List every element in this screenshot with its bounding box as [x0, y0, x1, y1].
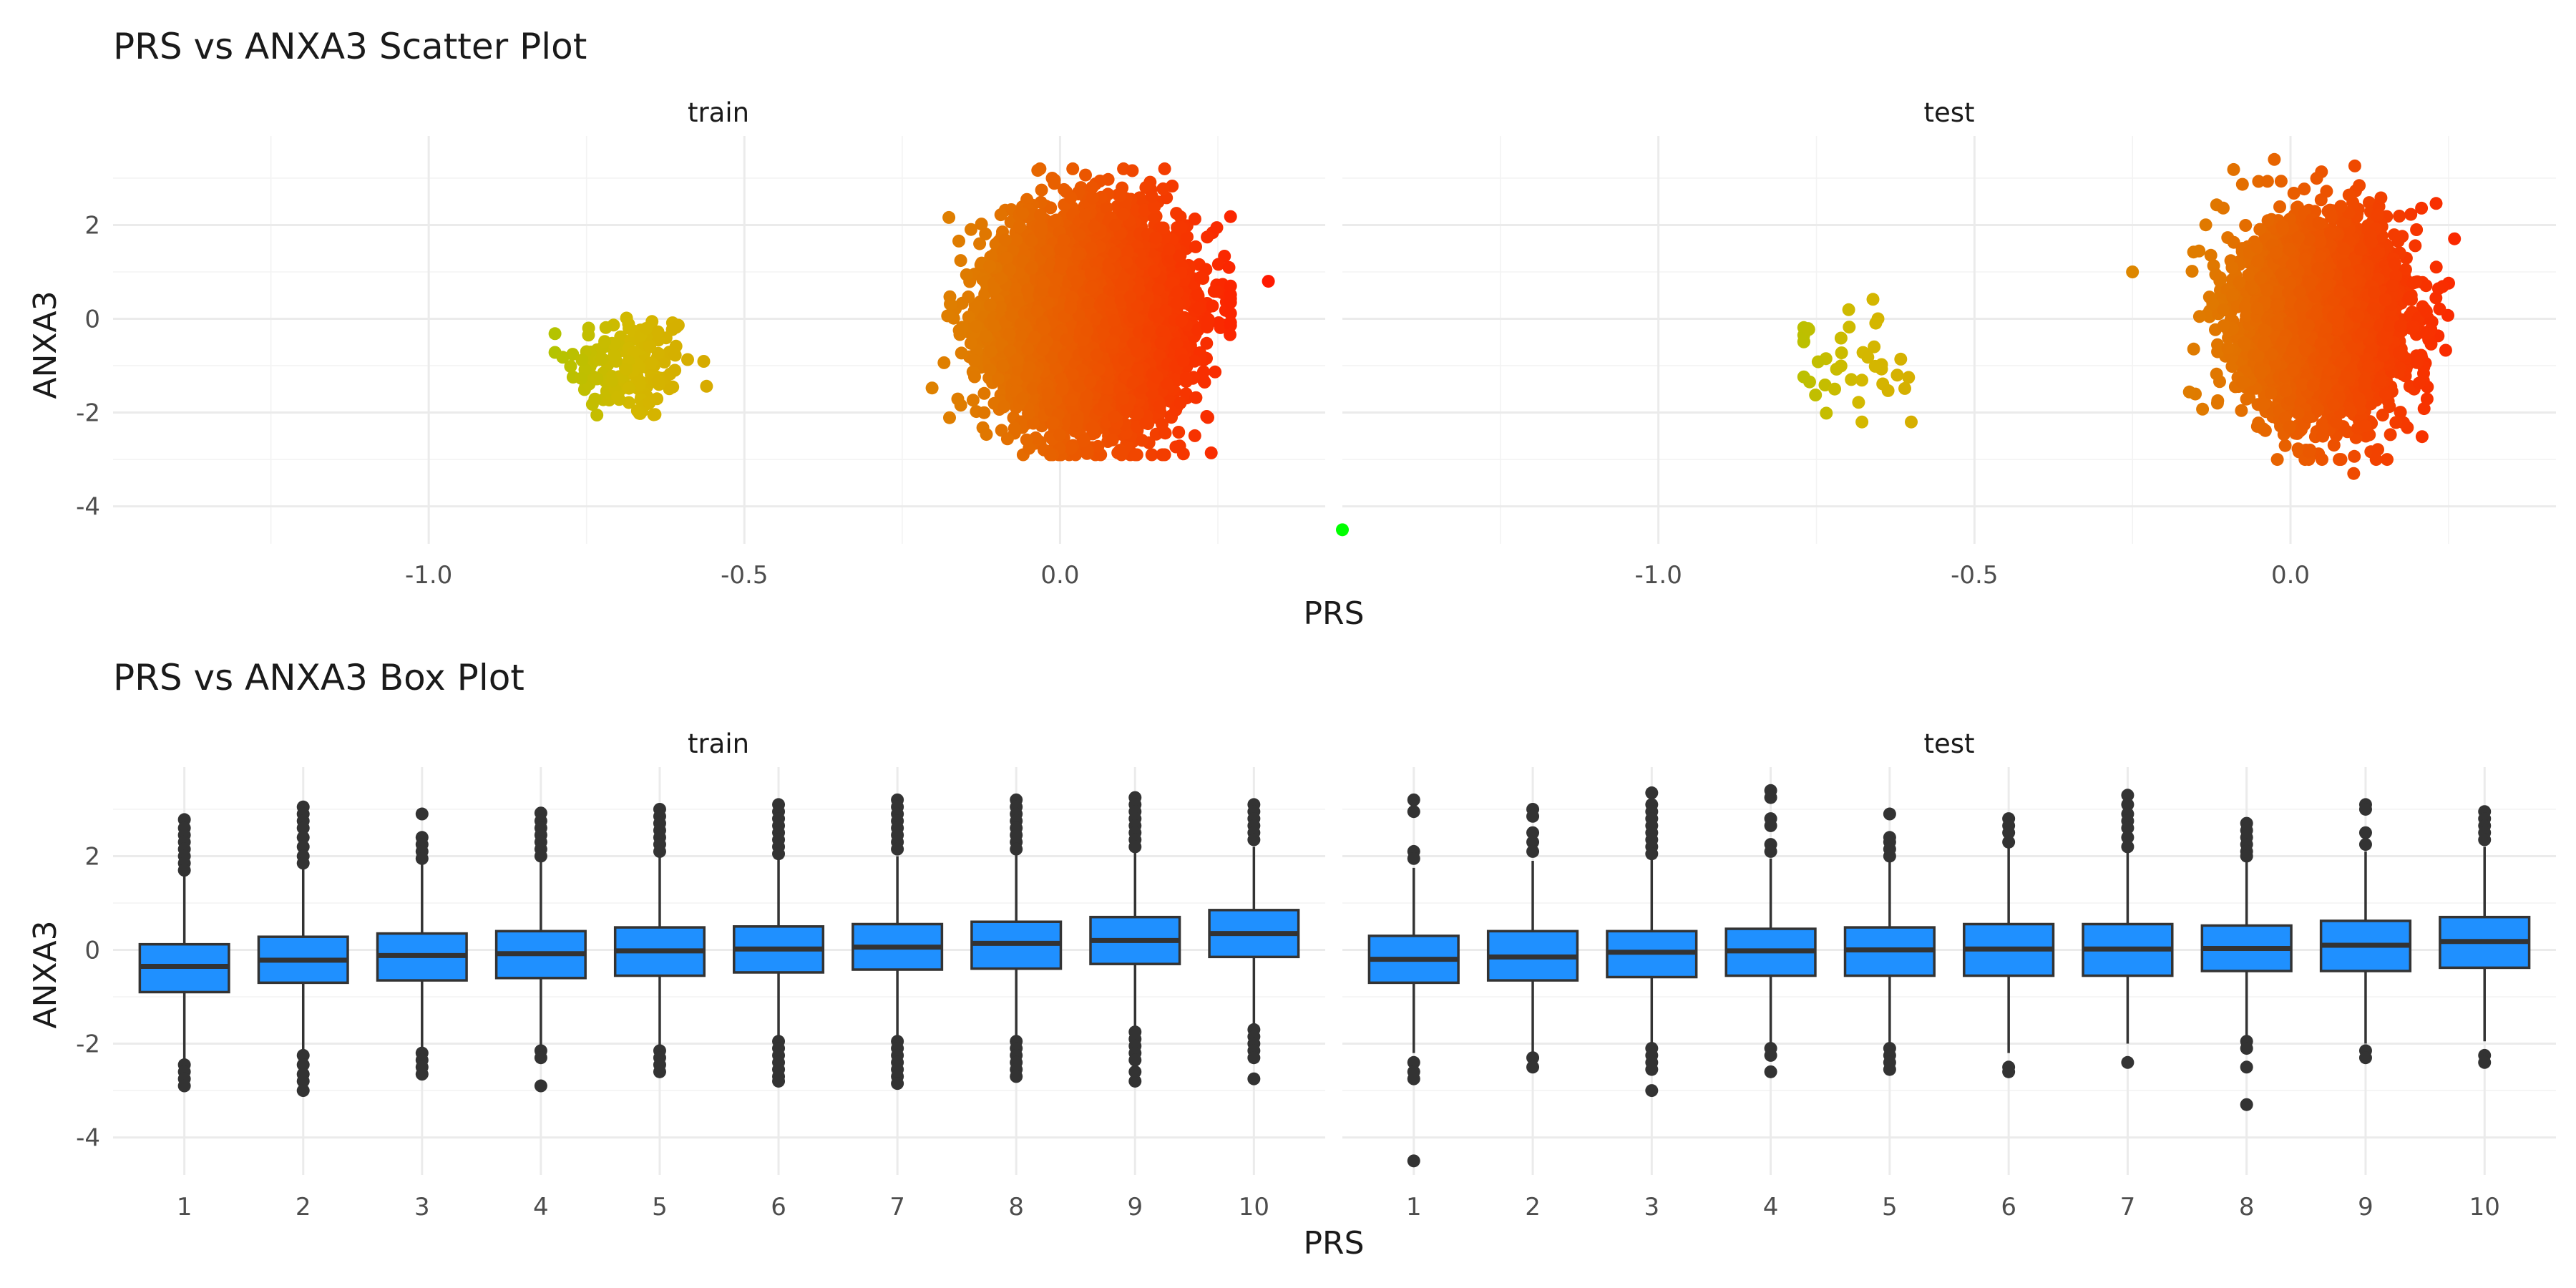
scatter-point	[1035, 183, 1048, 197]
scatter-point	[564, 360, 577, 373]
scatter-point	[1158, 162, 1171, 175]
scatter-point	[668, 364, 682, 377]
scatter-point	[681, 353, 694, 366]
scatter-point	[1209, 365, 1222, 379]
scatter-point	[1224, 210, 1237, 223]
scatter-point	[697, 355, 711, 368]
scatter-strip-label-train: train	[688, 97, 749, 128]
scatter-point	[1156, 448, 1169, 462]
scatter-point	[670, 321, 683, 334]
scatter-point	[595, 352, 609, 366]
scatter-point	[1044, 201, 1058, 215]
scatter-panel-train: train	[113, 97, 1325, 544]
scatter-point	[566, 348, 580, 361]
scatter-point	[622, 396, 635, 409]
scatter-point	[582, 321, 595, 335]
scatter-point	[588, 392, 602, 406]
scatter-point	[964, 336, 977, 350]
scatter-point	[608, 348, 621, 362]
scatter-point	[590, 372, 604, 386]
scatter-point	[952, 234, 965, 248]
scatter-chart: PRS vs ANXA3 Scatter Plot train test -4-…	[27, 26, 2556, 632]
scatter-point	[1173, 439, 1186, 453]
scatter-point	[980, 428, 993, 441]
scatter-point	[1198, 376, 1211, 389]
scatter-point	[1200, 336, 1214, 350]
scatter-point	[645, 356, 658, 370]
scatter-point	[977, 386, 991, 400]
scatter-point	[1079, 168, 1092, 182]
scatter-point	[968, 370, 981, 384]
scatter-point	[943, 411, 956, 424]
scatter-point	[955, 346, 968, 360]
scatter-point	[648, 408, 662, 421]
scatter-point	[575, 353, 589, 367]
scatter-point	[651, 325, 665, 338]
scatter-point	[663, 382, 676, 396]
scatter-point	[622, 317, 635, 331]
scatter-point	[700, 379, 713, 393]
scatter-point	[611, 390, 625, 404]
scatter-point	[944, 297, 957, 311]
scatter-point	[599, 321, 613, 334]
scatter-point	[1008, 421, 1021, 435]
scatter-point	[1145, 448, 1158, 462]
scatter-point	[942, 210, 956, 224]
scatter-point	[643, 396, 656, 409]
scatter-point	[1188, 429, 1201, 442]
scatter-train-grid	[113, 136, 1325, 544]
scatter-point	[548, 327, 562, 341]
scatter-point	[633, 406, 646, 420]
scatter-point	[951, 392, 965, 406]
scatter-point	[954, 254, 967, 268]
scatter-point	[608, 337, 621, 351]
scatter-point	[627, 346, 640, 359]
scatter-point	[556, 351, 570, 364]
scatter-point	[643, 340, 657, 353]
scatter-train-points	[548, 162, 1275, 462]
scatter-point	[605, 374, 619, 388]
scatter-point	[652, 378, 665, 391]
scatter-point	[623, 381, 635, 395]
scatter-point	[977, 406, 991, 419]
scatter-point	[668, 348, 682, 362]
scatter-point	[590, 409, 604, 421]
scatter-point	[937, 356, 951, 369]
scatter-point	[575, 371, 588, 385]
scatter-point	[598, 335, 612, 348]
scatter-point	[620, 362, 633, 376]
scatter-chart-title: PRS vs ANXA3 Scatter Plot	[113, 26, 587, 67]
scatter-point	[640, 322, 653, 335]
scatter-point	[966, 394, 980, 407]
scatter-point	[925, 381, 939, 395]
scatter-point	[1212, 316, 1226, 329]
